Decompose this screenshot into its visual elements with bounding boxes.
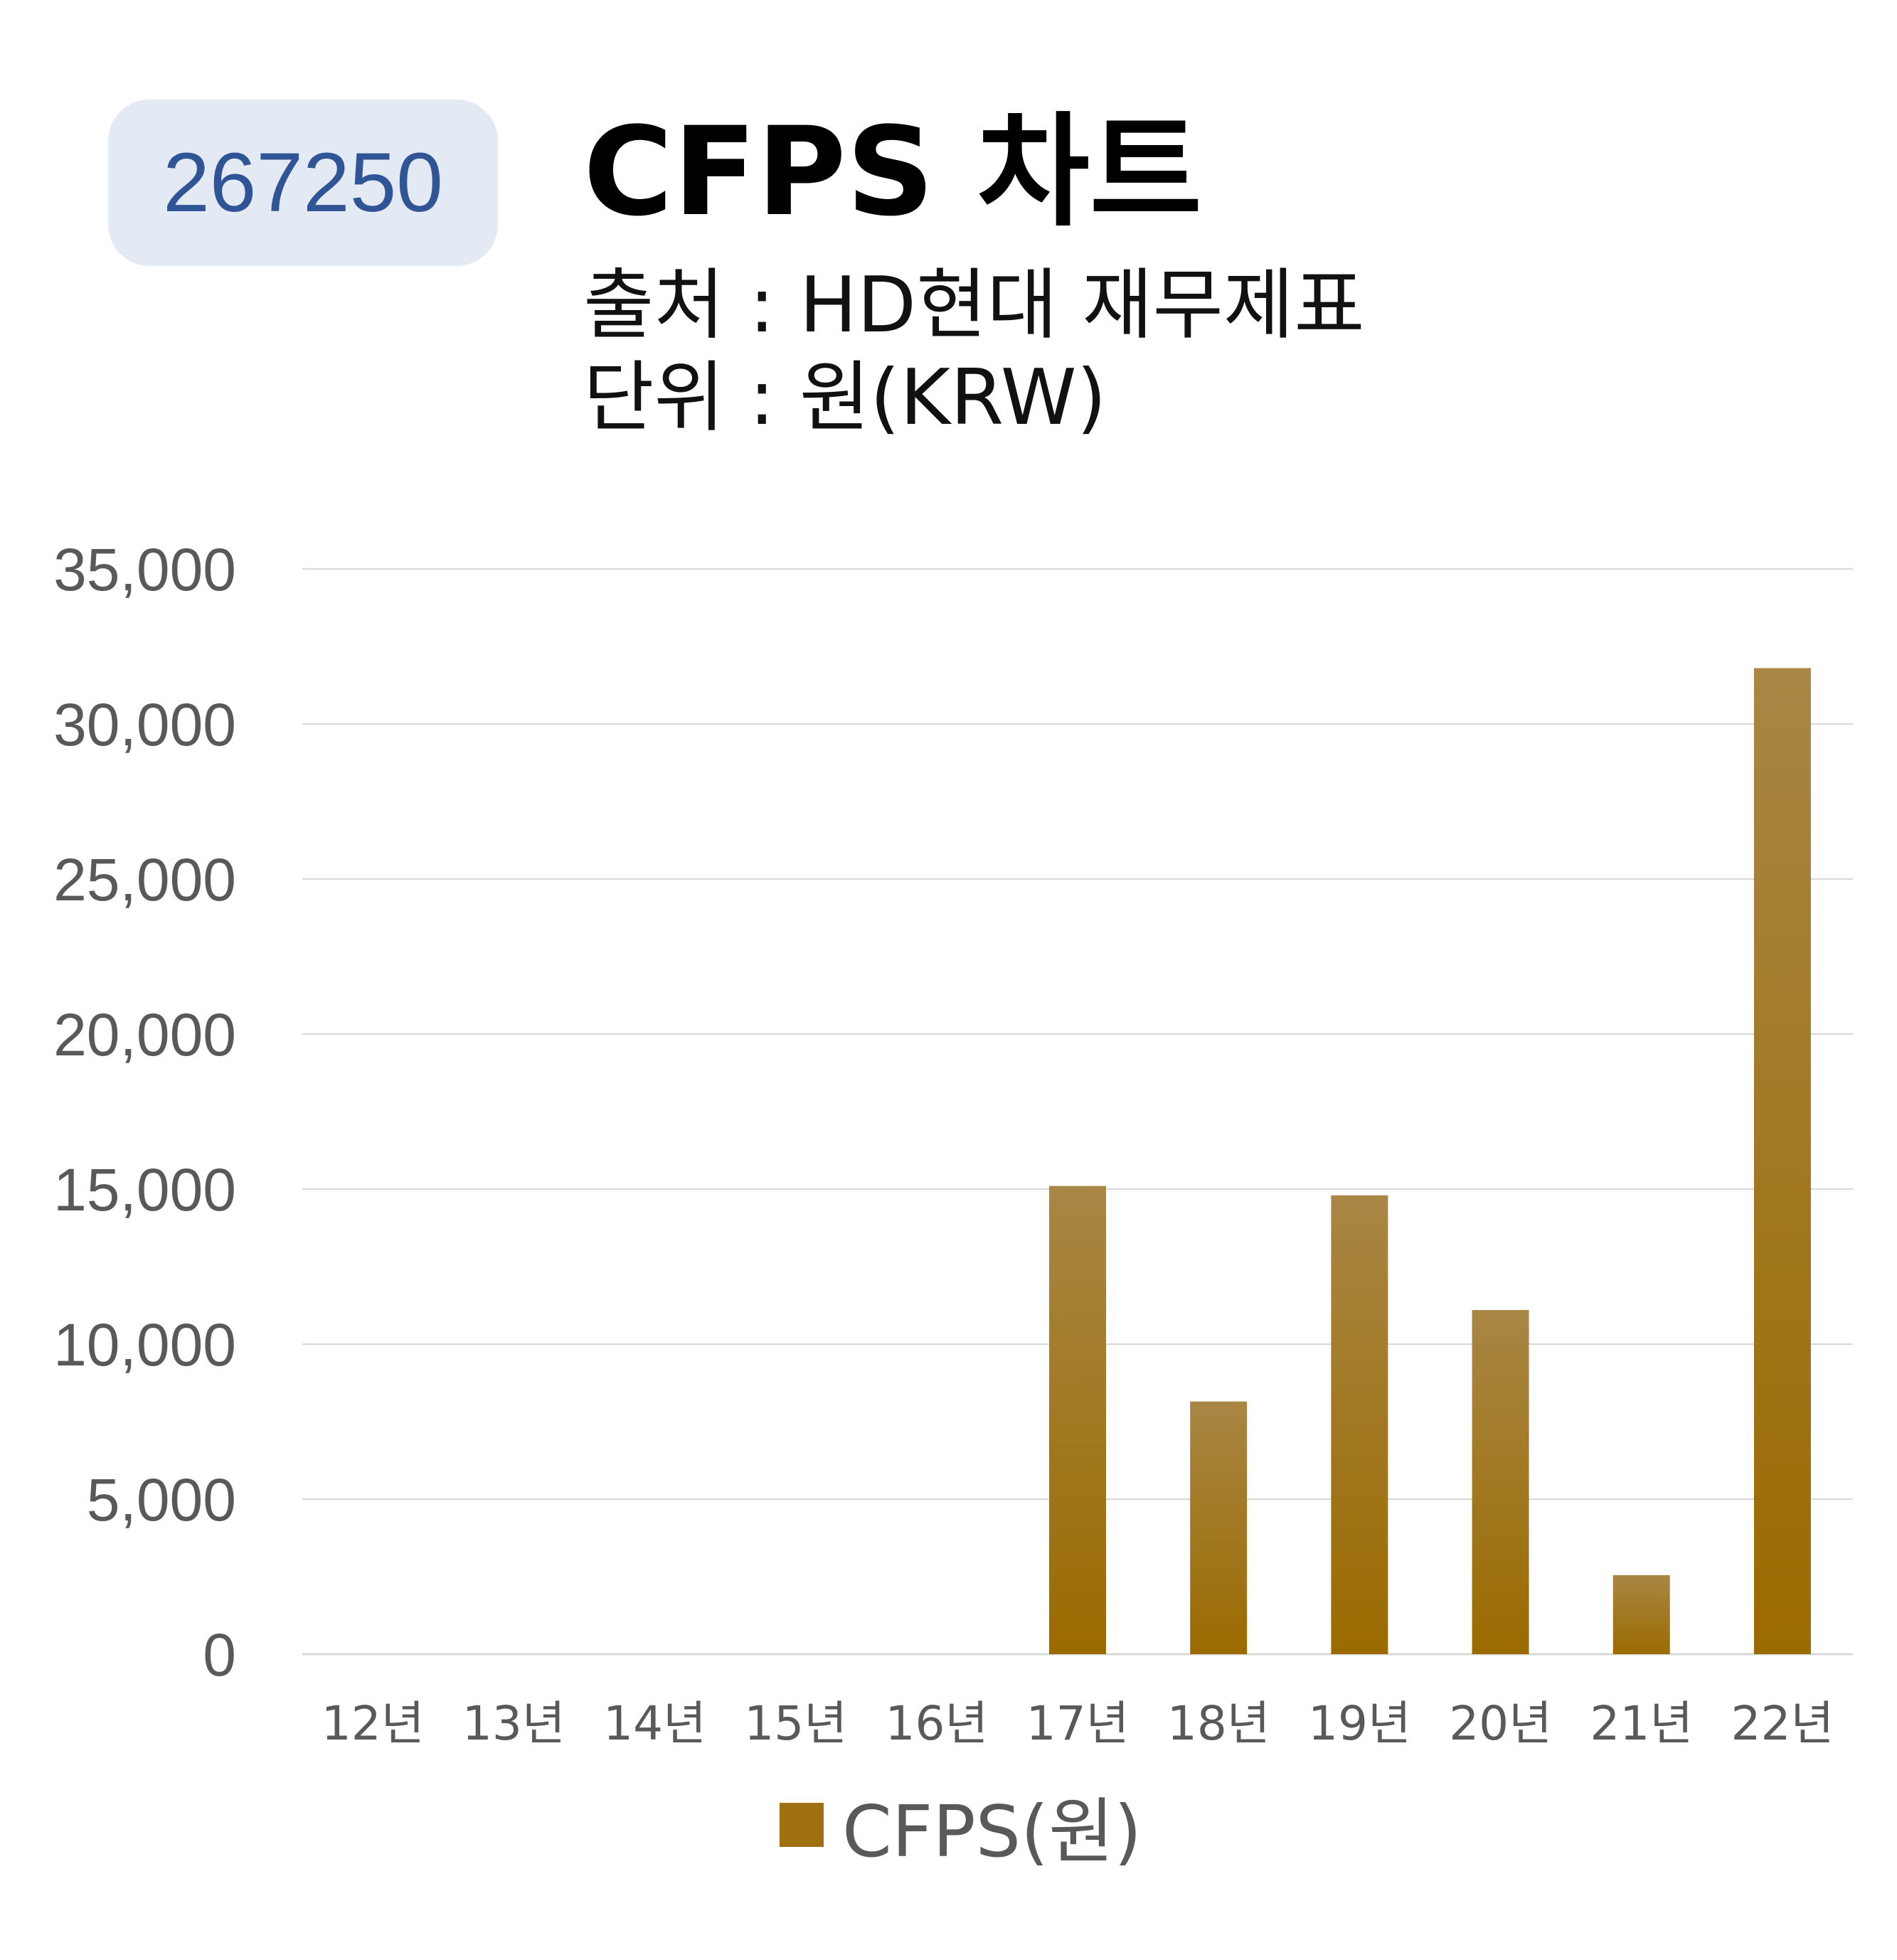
chart-unit: 단위 : 원(KRW) <box>583 353 1107 442</box>
y-tick-label: 15,000 <box>53 1156 236 1223</box>
bar <box>1612 1575 1670 1654</box>
y-tick-label: 5,000 <box>87 1466 236 1533</box>
bar-chart: 0 5,000 10,000 15,000 20,000 25,000 30,000 35,0… <box>53 536 1853 1751</box>
x-tick-label: 22년 <box>1731 1696 1834 1751</box>
chart-title: CFPS 차트 <box>583 100 1203 243</box>
x-tick-label: 19년 <box>1308 1696 1411 1751</box>
y-tick-label: 35,000 <box>53 536 236 603</box>
bar <box>1049 1186 1106 1654</box>
stock-code: 267250 <box>163 136 443 230</box>
x-tick-label: 21년 <box>1590 1696 1693 1751</box>
x-tick-label: 13년 <box>462 1696 565 1751</box>
bars <box>1049 668 1811 1654</box>
x-tick-label: 16년 <box>885 1696 988 1751</box>
x-tick-label: 15년 <box>744 1696 847 1751</box>
x-axis-tick-labels: 12년 13년 14년 15년 16년 17년 18년 19년 20년 21년 22년 <box>322 1696 1834 1751</box>
x-tick-label: 18년 <box>1167 1696 1270 1751</box>
y-tick-label: 0 <box>203 1621 236 1688</box>
bar <box>1331 1195 1388 1654</box>
y-tick-label: 10,000 <box>53 1311 236 1378</box>
x-tick-label: 20년 <box>1449 1696 1552 1751</box>
legend: CFPS(원) <box>780 1782 1142 1873</box>
bar <box>1190 1401 1248 1654</box>
y-tick-label: 20,000 <box>53 1001 236 1068</box>
chart-source: 출처 : HD현대 재무제표 <box>583 261 1365 350</box>
stock-code-badge: 267250 <box>108 100 498 266</box>
y-axis-tick-labels: 0 5,000 10,000 15,000 20,000 25,000 30,000 35,0… <box>53 536 236 1688</box>
bar <box>1753 668 1811 1654</box>
x-tick-label: 17년 <box>1026 1696 1130 1751</box>
y-tick-label: 30,000 <box>53 691 236 758</box>
gridlines <box>302 568 1853 1656</box>
legend-label: CFPS(원) <box>842 1789 1142 1873</box>
bar <box>1472 1310 1529 1654</box>
x-tick-label: 14년 <box>603 1696 706 1751</box>
y-tick-label: 25,000 <box>53 846 236 913</box>
legend-swatch <box>780 1803 824 1847</box>
x-tick-label: 12년 <box>322 1696 425 1751</box>
